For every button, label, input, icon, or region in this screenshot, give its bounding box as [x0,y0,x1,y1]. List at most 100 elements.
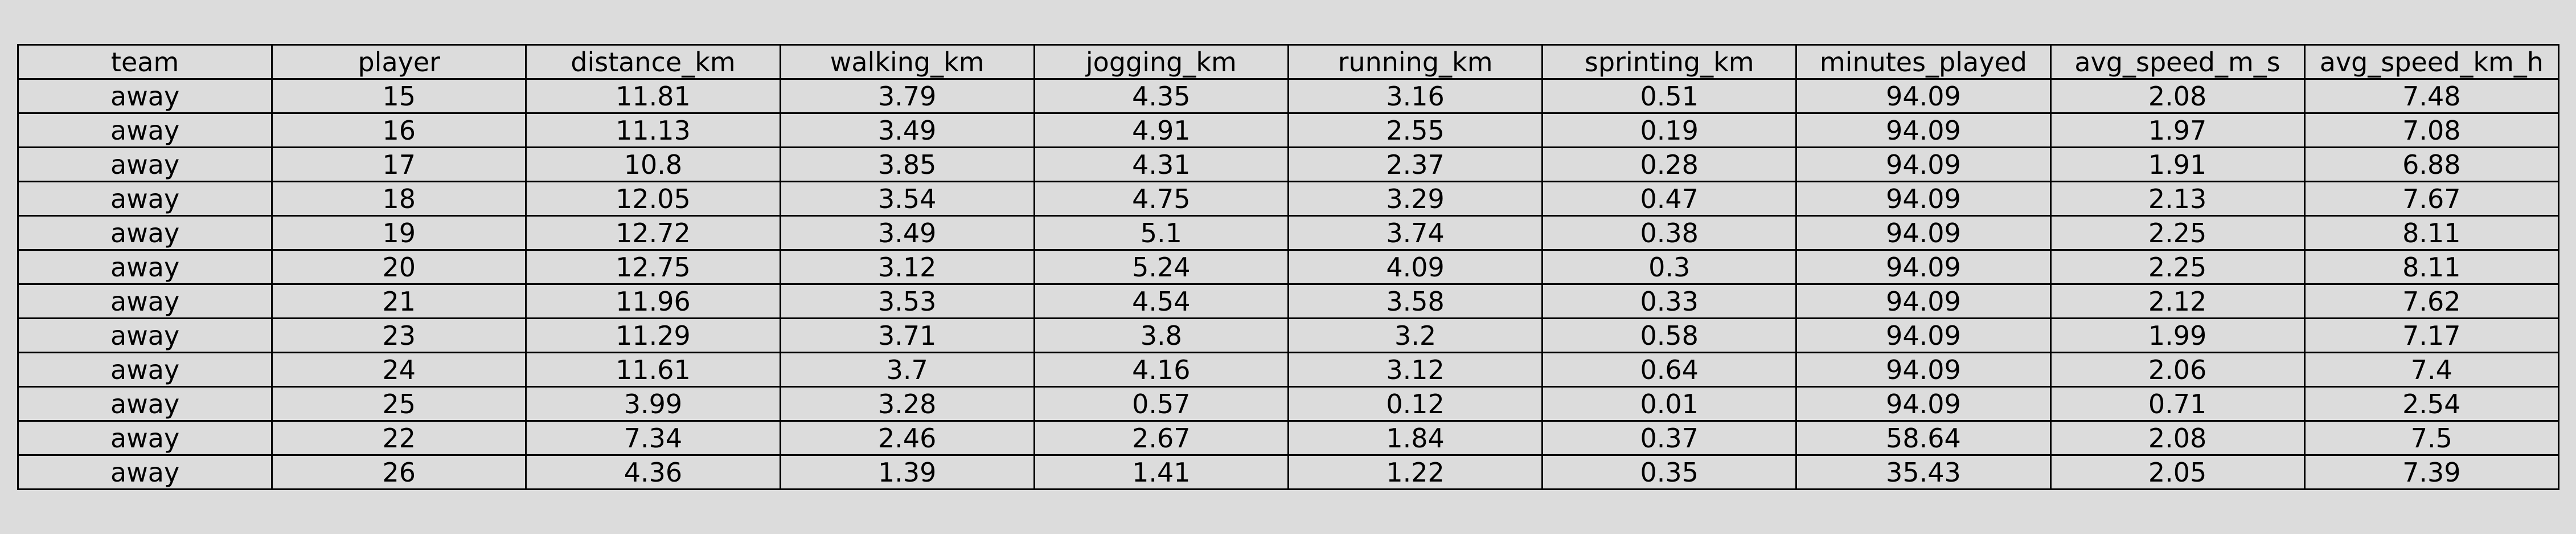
table-cell-player: 24 [271,352,527,388]
table-cell-distance-km: 11.81 [525,78,781,114]
table-cell-team: away [17,420,273,456]
table-cell-sprinting-km: 0.33 [1541,283,1798,319]
table-cell-running-km: 2.37 [1287,146,1544,182]
table-cell-jogging-km: 4.16 [1033,352,1289,388]
table-cell-running-km: 3.2 [1287,317,1544,353]
column-header-distance-km: distance_km [525,44,781,80]
table-cell-minutes-played: 94.09 [1795,215,2052,251]
table-cell-minutes-played: 94.09 [1795,112,2052,148]
table-cell-player: 23 [271,317,527,353]
column-header-sprinting-km: sprinting_km [1541,44,1798,80]
table-cell-avg-speed-km-h: 8.11 [2303,215,2560,251]
table-cell-distance-km: 12.75 [525,249,781,285]
table-cell-distance-km: 7.34 [525,420,781,456]
table-cell-player: 18 [271,181,527,217]
table-cell-team: away [17,112,273,148]
table-cell-avg-speed-m-s: 2.08 [2049,420,2306,456]
table-cell-jogging-km: 4.31 [1033,146,1289,182]
table-row: away 22 7.34 2.46 2.67 1.84 0.37 58.64 2.08 7.5 [17,420,2560,456]
table-cell-walking-km: 3.71 [779,317,1035,353]
table-row: away 18 12.05 3.54 4.75 3.29 0.47 94.09 2.13 7.67 [17,181,2560,217]
table-cell-team: away [17,181,273,217]
table-cell-jogging-km: 1.41 [1033,454,1289,490]
table-cell-distance-km: 12.72 [525,215,781,251]
table-cell-avg-speed-km-h: 7.62 [2303,283,2560,319]
table-cell-minutes-played: 94.09 [1795,352,2052,388]
table-cell-jogging-km: 3.8 [1033,317,1289,353]
table-cell-team: away [17,386,273,422]
column-header-team: team [17,44,273,80]
table-cell-walking-km: 3.12 [779,249,1035,285]
column-header-avg-speed-m-s: avg_speed_m_s [2049,44,2306,80]
table-cell-avg-speed-km-h: 6.88 [2303,146,2560,182]
table-cell-avg-speed-km-h: 7.39 [2303,454,2560,490]
table-cell-running-km: 4.09 [1287,249,1544,285]
table-cell-avg-speed-m-s: 2.25 [2049,215,2306,251]
table-row: away 19 12.72 3.49 5.1 3.74 0.38 94.09 2.25 8.11 [17,215,2560,251]
table-cell-team: away [17,352,273,388]
table-cell-jogging-km: 4.35 [1033,78,1289,114]
table-cell-distance-km: 3.99 [525,386,781,422]
table-row: away 24 11.61 3.7 4.16 3.12 0.64 94.09 2.06 7.4 [17,352,2560,388]
table-cell-sprinting-km: 0.51 [1541,78,1798,114]
table-cell-sprinting-km: 0.38 [1541,215,1798,251]
table-cell-avg-speed-m-s: 2.05 [2049,454,2306,490]
table-cell-player: 19 [271,215,527,251]
table-cell-sprinting-km: 0.35 [1541,454,1798,490]
table-cell-running-km: 3.74 [1287,215,1544,251]
table-cell-sprinting-km: 0.28 [1541,146,1798,182]
column-header-minutes-played: minutes_played [1795,44,2052,80]
table-cell-player: 15 [271,78,527,114]
table-cell-avg-speed-km-h: 8.11 [2303,249,2560,285]
table-cell-team: away [17,317,273,353]
table-cell-walking-km: 3.79 [779,78,1035,114]
table-cell-distance-km: 4.36 [525,454,781,490]
column-header-walking-km: walking_km [779,44,1035,80]
table-cell-distance-km: 10.8 [525,146,781,182]
table-cell-running-km: 3.29 [1287,181,1544,217]
column-header-avg-speed-km-h: avg_speed_km_h [2303,44,2560,80]
table-cell-player: 16 [271,112,527,148]
table-cell-team: away [17,454,273,490]
table-cell-avg-speed-km-h: 7.5 [2303,420,2560,456]
table-cell-avg-speed-km-h: 7.4 [2303,352,2560,388]
table-cell-distance-km: 11.61 [525,352,781,388]
table-header: team player distance_km walking_km jogging_k… [17,44,2560,80]
table-cell-jogging-km: 5.1 [1033,215,1289,251]
table-row: away 17 10.8 3.85 4.31 2.37 0.28 94.09 1.91 6.88 [17,146,2560,182]
table-row: away 15 11.81 3.79 4.35 3.16 0.51 94.09 2.08 7.48 [17,78,2560,114]
table-cell-jogging-km: 4.75 [1033,181,1289,217]
table-cell-distance-km: 11.96 [525,283,781,319]
table-cell-minutes-played: 94.09 [1795,283,2052,319]
table-cell-minutes-played: 94.09 [1795,386,2052,422]
table-cell-minutes-played: 94.09 [1795,146,2052,182]
table-cell-avg-speed-m-s: 1.99 [2049,317,2306,353]
table-cell-walking-km: 3.53 [779,283,1035,319]
table-cell-minutes-played: 94.09 [1795,78,2052,114]
table-body: away 15 11.81 3.79 4.35 3.16 0.51 94.09 2.08 7.48… [17,78,2560,490]
table-cell-running-km: 3.12 [1287,352,1544,388]
table-cell-walking-km: 3.7 [779,352,1035,388]
table-cell-avg-speed-m-s: 1.91 [2049,146,2306,182]
table-cell-sprinting-km: 0.37 [1541,420,1798,456]
table-cell-walking-km: 3.49 [779,112,1035,148]
table-cell-running-km: 0.12 [1287,386,1544,422]
table-cell-team: away [17,249,273,285]
table-cell-walking-km: 3.49 [779,215,1035,251]
table-cell-player: 22 [271,420,527,456]
table-cell-jogging-km: 4.54 [1033,283,1289,319]
table-cell-distance-km: 11.13 [525,112,781,148]
table-row: away 21 11.96 3.53 4.54 3.58 0.33 94.09 2.12 7.62 [17,283,2560,319]
table-cell-walking-km: 2.46 [779,420,1035,456]
table-cell-player: 17 [271,146,527,182]
table-cell-avg-speed-km-h: 7.48 [2303,78,2560,114]
column-header-jogging-km: jogging_km [1033,44,1289,80]
table-cell-sprinting-km: 0.01 [1541,386,1798,422]
table-cell-walking-km: 3.54 [779,181,1035,217]
table-cell-running-km: 2.55 [1287,112,1544,148]
column-header-player: player [271,44,527,80]
table-cell-avg-speed-km-h: 7.67 [2303,181,2560,217]
table-cell-avg-speed-m-s: 2.25 [2049,249,2306,285]
table-cell-walking-km: 3.28 [779,386,1035,422]
table-cell-avg-speed-km-h: 7.17 [2303,317,2560,353]
